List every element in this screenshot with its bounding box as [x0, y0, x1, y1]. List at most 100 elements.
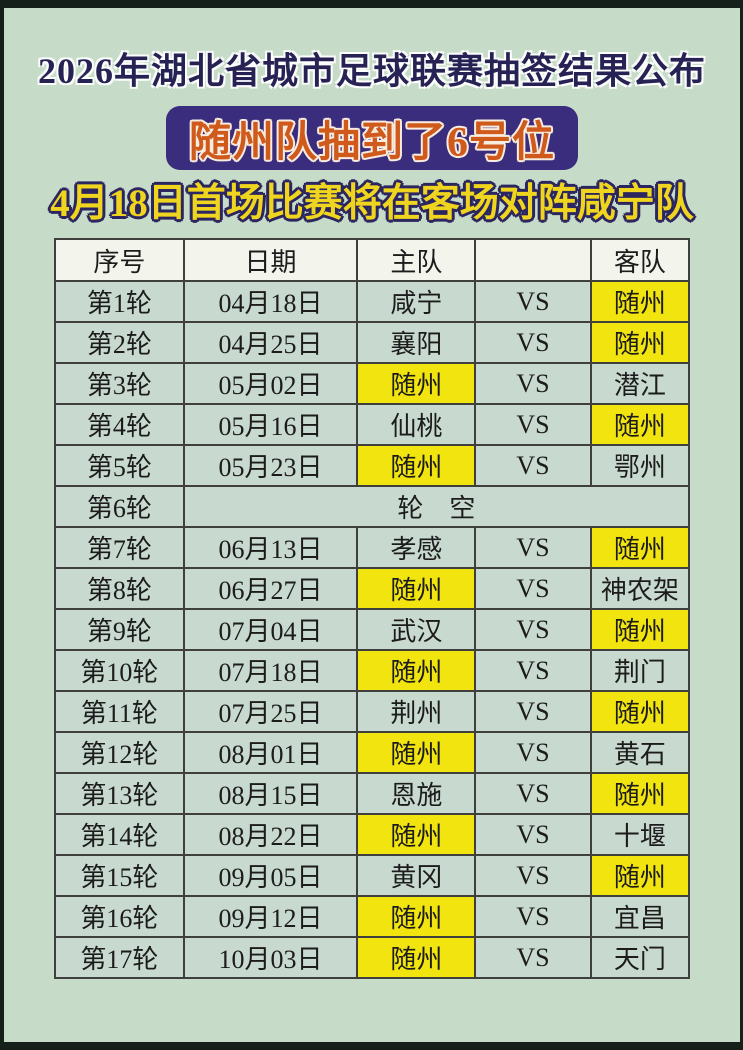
home-team-cell: 仙桃 — [356, 403, 477, 446]
home-team-cell: 随州 — [356, 567, 477, 610]
away-team-cell: 随州 — [589, 854, 691, 897]
table-row: 第8轮 06月27日 随州 VS 神农架 — [54, 567, 691, 610]
date-cell: 10月03日 — [182, 936, 359, 979]
table-row: 第6轮轮 空 — [54, 485, 691, 528]
table-row: 第15轮 09月05日 黄冈 VS 随州 — [54, 854, 691, 897]
round-cell: 第15轮 — [54, 854, 185, 897]
column-header-away: 客队 — [589, 238, 691, 282]
home-team-cell: 咸宁 — [356, 280, 477, 323]
home-team-cell: 荆州 — [356, 690, 477, 733]
date-cell: 04月18日 — [182, 280, 359, 323]
date-cell: 08月01日 — [182, 731, 359, 774]
vs-cell: VS — [474, 362, 592, 405]
date-cell: 09月05日 — [182, 854, 359, 897]
away-team-cell: 鄂州 — [589, 444, 691, 487]
table-row: 第12轮 08月01日 随州 VS 黄石 — [54, 731, 691, 774]
table-row: 第7轮 06月13日 孝感 VS 随州 — [54, 526, 691, 569]
away-team-cell: 随州 — [589, 321, 691, 364]
away-team-cell: 潜江 — [589, 362, 691, 405]
home-team-cell: 随州 — [356, 936, 477, 979]
away-team-cell: 黄石 — [589, 731, 691, 774]
date-cell: 04月25日 — [182, 321, 359, 364]
table-row: 第9轮 07月04日 武汉 VS 随州 — [54, 608, 691, 651]
table-header-row: 序号 日期 主队 客队 — [54, 238, 691, 282]
vs-cell: VS — [474, 813, 592, 856]
home-team-cell: 随州 — [356, 649, 477, 692]
vs-cell: VS — [474, 608, 592, 651]
date-cell: 08月15日 — [182, 772, 359, 815]
table-row: 第10轮 07月18日 随州 VS 荆门 — [54, 649, 691, 692]
away-team-cell: 神农架 — [589, 567, 691, 610]
date-cell: 05月02日 — [182, 362, 359, 405]
vs-cell: VS — [474, 444, 592, 487]
away-team-cell: 随州 — [589, 403, 691, 446]
table-row: 第13轮 08月15日 恩施 VS 随州 — [54, 772, 691, 815]
round-cell: 第9轮 — [54, 608, 185, 651]
date-cell: 06月13日 — [182, 526, 359, 569]
away-team-cell: 随州 — [589, 280, 691, 323]
away-team-cell: 天门 — [589, 936, 691, 979]
first-match-subtitle: 4月18日首场比赛将在客场对阵咸宁队 — [50, 182, 694, 225]
table-row: 第2轮 04月25日 襄阳 VS 随州 — [54, 321, 691, 364]
column-header-vs — [474, 238, 592, 282]
table-row: 第17轮 10月03日 随州 VS 天门 — [54, 936, 691, 979]
away-team-cell: 十堰 — [589, 813, 691, 856]
vs-cell: VS — [474, 690, 592, 733]
vs-cell: VS — [474, 321, 592, 364]
date-cell: 06月27日 — [182, 567, 359, 610]
round-cell: 第14轮 — [54, 813, 185, 856]
round-cell: 第7轮 — [54, 526, 185, 569]
round-cell: 第2轮 — [54, 321, 185, 364]
round-cell: 第10轮 — [54, 649, 185, 692]
round-cell: 第16轮 — [54, 895, 185, 938]
table-row: 第14轮 08月22日 随州 VS 十堰 — [54, 813, 691, 856]
date-cell: 07月18日 — [182, 649, 359, 692]
vs-cell: VS — [474, 854, 592, 897]
vs-cell: VS — [474, 567, 592, 610]
page-title: 2026年湖北省城市足球联赛抽签结果公布 — [37, 51, 706, 91]
home-team-cell: 随州 — [356, 813, 477, 856]
home-team-cell: 随州 — [356, 362, 477, 405]
table-row: 第16轮 09月12日 随州 VS 宜昌 — [54, 895, 691, 938]
round-cell: 第6轮 — [54, 485, 185, 528]
vs-cell: VS — [474, 936, 592, 979]
home-team-cell: 随州 — [356, 895, 477, 938]
table-row: 第11轮 07月25日 荆州 VS 随州 — [54, 690, 691, 733]
round-cell: 第5轮 — [54, 444, 185, 487]
round-cell: 第4轮 — [54, 403, 185, 446]
round-cell: 第11轮 — [54, 690, 185, 733]
home-team-cell: 随州 — [356, 731, 477, 774]
table-row: 第3轮 05月02日 随州 VS 潜江 — [54, 362, 691, 405]
table-row: 第1轮 04月18日 咸宁 VS 随州 — [54, 280, 691, 323]
home-team-cell: 武汉 — [356, 608, 477, 651]
home-team-cell: 恩施 — [356, 772, 477, 815]
home-team-cell: 襄阳 — [356, 321, 477, 364]
vs-cell: VS — [474, 280, 592, 323]
round-cell: 第12轮 — [54, 731, 185, 774]
date-cell: 07月04日 — [182, 608, 359, 651]
home-team-cell: 随州 — [356, 444, 477, 487]
round-cell: 第13轮 — [54, 772, 185, 815]
column-header-date: 日期 — [182, 238, 359, 282]
schedule-table: 序号 日期 主队 客队 第1轮 04月18日 咸宁 VS 随州 第2轮 04月25日 襄阳 VS… — [54, 238, 691, 979]
home-team-cell: 孝感 — [356, 526, 477, 569]
date-cell: 08月22日 — [182, 813, 359, 856]
round-cell: 第17轮 — [54, 936, 185, 979]
away-team-cell: 宜昌 — [589, 895, 691, 938]
draw-result-banner: 随州队抽到了6号位 — [166, 106, 578, 170]
round-cell: 第8轮 — [54, 567, 185, 610]
away-team-cell: 荆门 — [589, 649, 691, 692]
date-cell: 07月25日 — [182, 690, 359, 733]
table-row: 第5轮 05月23日 随州 VS 鄂州 — [54, 444, 691, 487]
vs-cell: VS — [474, 772, 592, 815]
away-team-cell: 随州 — [589, 608, 691, 651]
vs-cell: VS — [474, 731, 592, 774]
column-header-round: 序号 — [54, 238, 185, 282]
away-team-cell: 随州 — [589, 526, 691, 569]
date-cell: 05月23日 — [182, 444, 359, 487]
vs-cell: VS — [474, 895, 592, 938]
vs-cell: VS — [474, 649, 592, 692]
bye-cell: 轮 空 — [182, 485, 691, 528]
date-cell: 05月16日 — [182, 403, 359, 446]
